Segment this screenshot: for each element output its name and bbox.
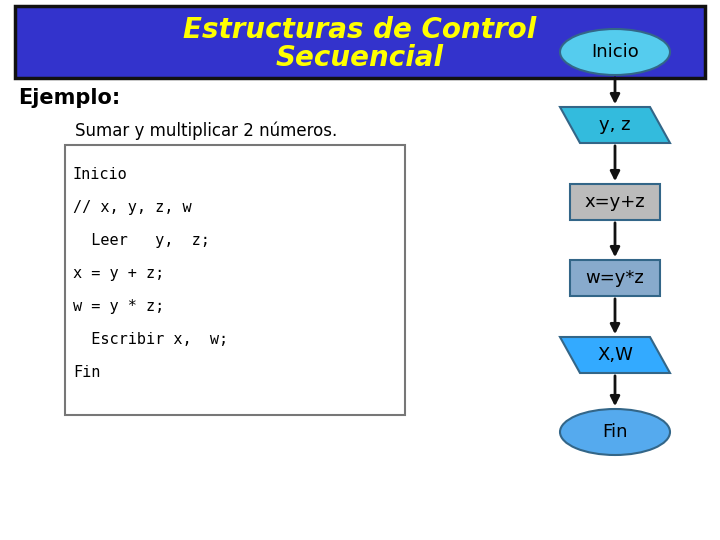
Text: w = y * z;: w = y * z; [73,299,164,314]
Text: x=y+z: x=y+z [585,193,645,211]
Text: Fin: Fin [602,423,628,441]
FancyBboxPatch shape [65,145,405,415]
Text: w=y*z: w=y*z [585,269,644,287]
Text: Estructuras de Control: Estructuras de Control [184,16,536,44]
Ellipse shape [560,409,670,455]
FancyBboxPatch shape [15,6,705,78]
FancyBboxPatch shape [570,260,660,296]
FancyBboxPatch shape [570,184,660,220]
Text: Secuencial: Secuencial [276,44,444,72]
Ellipse shape [560,29,670,75]
Text: Escribir x,  w;: Escribir x, w; [73,332,228,347]
Text: Leer   y,  z;: Leer y, z; [73,233,210,248]
Text: Inicio: Inicio [591,43,639,61]
Text: Ejemplo:: Ejemplo: [18,88,120,108]
Text: Sumar y multiplicar 2 números.: Sumar y multiplicar 2 números. [75,122,337,140]
Text: // x, y, z, w: // x, y, z, w [73,200,192,215]
Polygon shape [560,107,670,143]
Text: x = y + z;: x = y + z; [73,266,164,281]
Text: Inicio: Inicio [73,167,127,182]
Text: y, z: y, z [599,116,631,134]
Text: X,W: X,W [597,346,633,364]
Polygon shape [560,337,670,373]
Text: Fin: Fin [73,365,100,380]
